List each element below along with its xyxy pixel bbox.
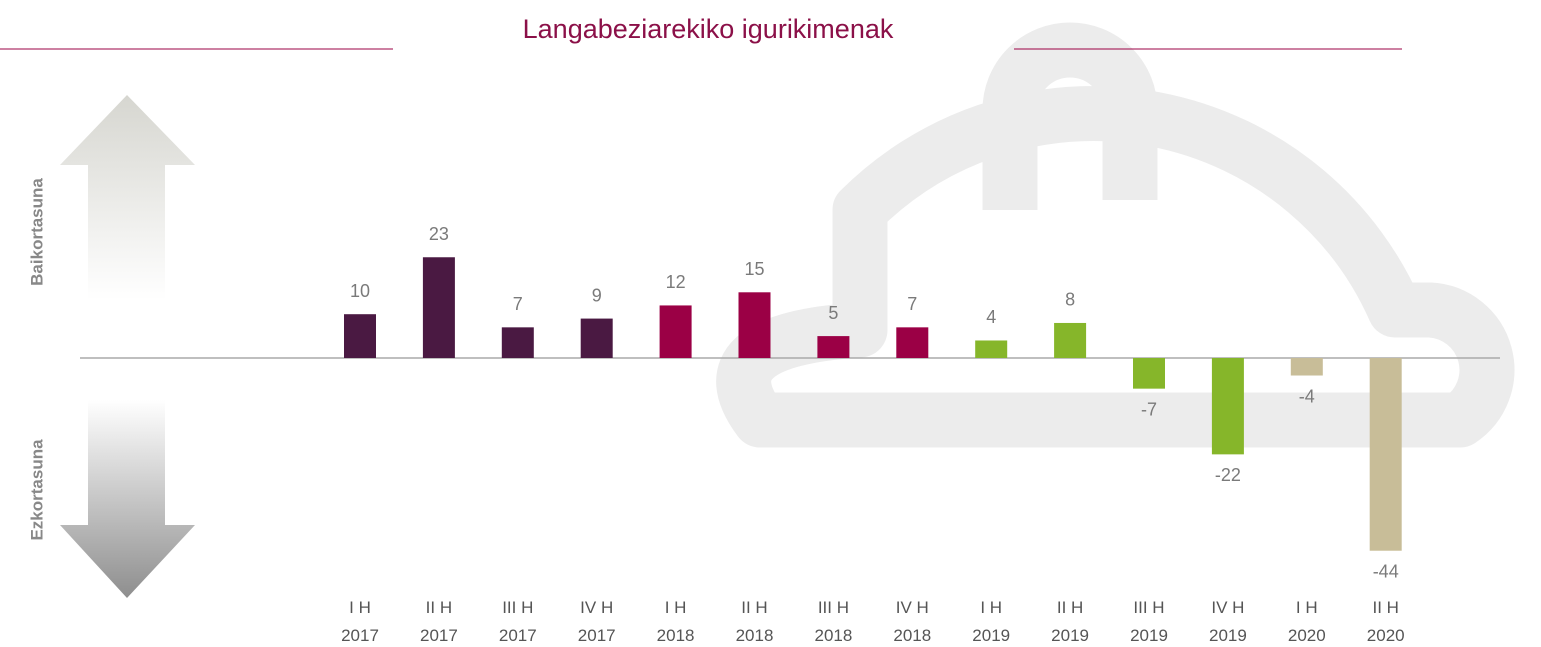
x-tick-label-line: 2017 [420, 626, 458, 645]
x-tick-label-line: III H [1133, 598, 1164, 617]
value-label: 9 [592, 285, 602, 305]
x-tick-label-line: II H [1372, 598, 1398, 617]
bar [1133, 358, 1165, 389]
bar [1211, 358, 1244, 455]
bar [817, 336, 850, 358]
bar [1290, 358, 1323, 376]
bar [1369, 358, 1402, 551]
x-tick-label-line: III H [502, 598, 533, 617]
chart-title: Langabeziarekiko igurikimenak [523, 14, 894, 44]
value-label: -44 [1373, 561, 1399, 581]
x-tick-label: IV H 2017 [578, 598, 616, 645]
x-tick-label: III H 2018 [814, 598, 852, 645]
value-label: 8 [1065, 290, 1075, 310]
bar [344, 314, 376, 358]
background-cloud [716, 22, 1515, 448]
down-arrow [60, 400, 195, 598]
x-tick-label-line: 2020 [1288, 626, 1326, 645]
bar [896, 327, 929, 358]
value-label: 7 [513, 294, 523, 314]
value-label: 12 [666, 272, 686, 292]
value-label: 23 [429, 224, 449, 244]
x-tick-label: II H 2020 [1367, 598, 1405, 645]
x-tick-label: IV H 2019 [1209, 598, 1247, 645]
bar [738, 292, 771, 358]
x-tick-label-line: I H [1296, 598, 1318, 617]
x-tick-label: I H 2020 [1288, 598, 1326, 645]
x-tick-label-line: 2019 [972, 626, 1010, 645]
x-tick-label-line: II H [1057, 598, 1083, 617]
value-label: 15 [744, 259, 764, 279]
bar [975, 340, 1008, 358]
x-tick-label-line: I H [665, 598, 687, 617]
x-tick-label: I H 2019 [972, 598, 1010, 645]
x-tick-label-line: 2017 [578, 626, 616, 645]
x-tick-label: IV H 2018 [893, 598, 931, 645]
bar [580, 318, 613, 358]
x-tick-label-line: 2019 [1209, 626, 1247, 645]
x-tick-label-line: II H [741, 598, 767, 617]
bar [501, 327, 534, 358]
negative-label: Ezkortasuna [27, 439, 46, 541]
x-tick-label-line: 2018 [657, 626, 695, 645]
x-tick-label-line: 2018 [893, 626, 931, 645]
x-tick-label-line: IV H [1211, 598, 1244, 617]
bar [1054, 322, 1087, 358]
value-label: 5 [828, 303, 838, 323]
up-arrow [60, 95, 195, 300]
value-label: 7 [907, 294, 917, 314]
x-tick-label: I H 2018 [657, 598, 695, 645]
x-tick-label-line: 2017 [341, 626, 379, 645]
x-tick-label-line: 2020 [1367, 626, 1405, 645]
x-tick-label-line: IV H [580, 598, 613, 617]
x-tick-label-line: 2018 [736, 626, 774, 645]
x-tick-label-line: IV H [896, 598, 929, 617]
x-tick-label: II H 2017 [420, 598, 458, 645]
bar [659, 305, 692, 358]
x-tick-label: III H 2017 [499, 598, 537, 645]
x-tick-label-line: I H [980, 598, 1002, 617]
x-tick-label-line: 2019 [1130, 626, 1168, 645]
value-label: -22 [1215, 465, 1241, 485]
value-label: 4 [986, 307, 996, 327]
x-tick-label-line: 2017 [499, 626, 537, 645]
value-label: -4 [1299, 386, 1315, 406]
x-tick-label: II H 2019 [1051, 598, 1089, 645]
x-tick-label-line: III H [818, 598, 849, 617]
x-tick-label-line: 2019 [1051, 626, 1089, 645]
x-tick-label-line: I H [349, 598, 371, 617]
x-tick-label: II H 2018 [736, 598, 774, 645]
value-label: -7 [1141, 399, 1157, 419]
positive-label: Baikortasuna [27, 178, 46, 286]
bar [422, 257, 455, 358]
value-label: 10 [350, 281, 370, 301]
x-tick-label: I H 2017 [341, 598, 379, 645]
x-tick-label-line: II H [426, 598, 452, 617]
x-tick-label-line: 2018 [814, 626, 852, 645]
x-tick-label: III H 2019 [1130, 598, 1168, 645]
